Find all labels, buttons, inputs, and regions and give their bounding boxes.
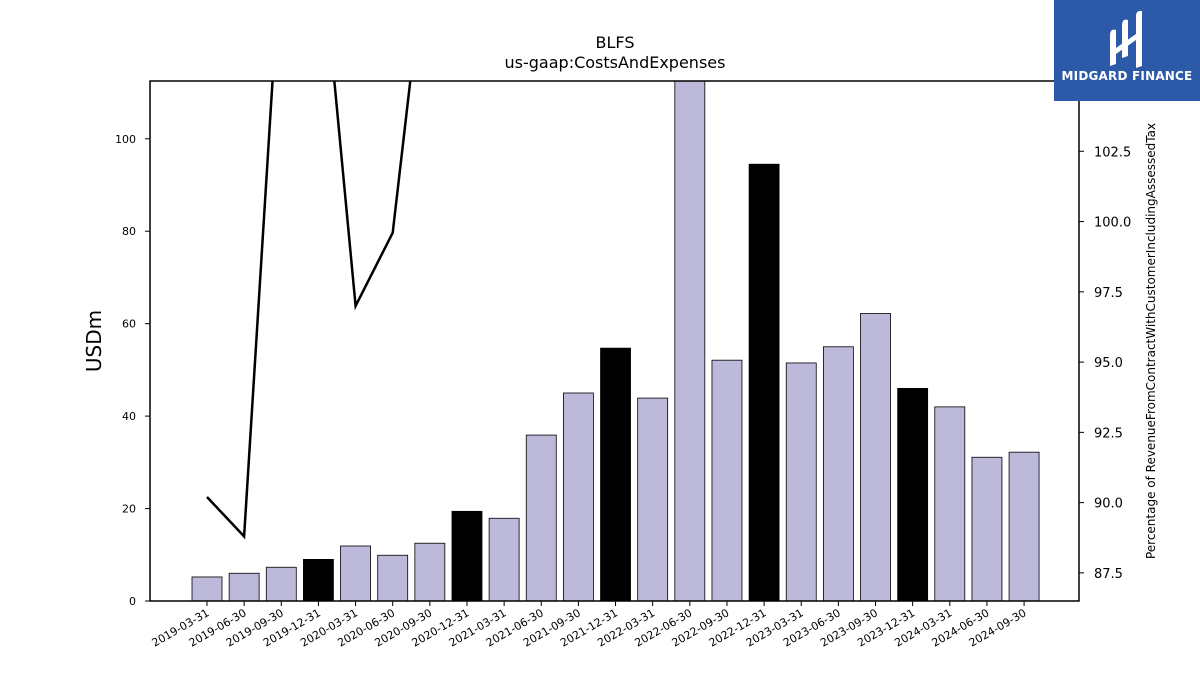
y-axis-label: USDm [82, 310, 106, 372]
bar-2019-12-31 [303, 559, 334, 602]
bar-2021-12-31 [600, 347, 631, 602]
y2-tick-label: 100.0 [1094, 216, 1131, 231]
y-tick-label: 0 [129, 595, 136, 608]
y-axis: 0 20 40 60 80 100 [115, 133, 150, 608]
y2-tick-label: 92.5 [1094, 426, 1123, 441]
bar-2022-06-30 [674, 80, 706, 602]
y2-tick-label: 97.5 [1094, 286, 1123, 301]
bar-2022-09-30 [711, 359, 743, 602]
y2-axis: 87.5 90.0 92.5 95.0 97.5 100.0 102.5 [1079, 145, 1131, 582]
y-tick-label: 60 [122, 318, 136, 331]
chart-title: BLFS [596, 33, 635, 52]
y-tick-label: 40 [122, 410, 136, 423]
bar-2021-06-30 [525, 434, 557, 602]
bar-2020-06-30 [377, 554, 409, 602]
bar-2019-09-30 [265, 566, 297, 602]
x-axis: 2019-03-312019-06-302019-09-302019-12-31… [150, 601, 1029, 650]
plot-frame [149, 80, 1080, 602]
logo-text: MIDGARD FINANCE [1061, 69, 1193, 83]
bar-series [191, 80, 1040, 602]
bar-2021-09-30 [563, 392, 594, 602]
y2-tick-label: 90.0 [1094, 497, 1123, 512]
bar-2024-06-30 [971, 456, 1003, 602]
bar-2023-06-30 [822, 346, 854, 602]
chart-subtitle: us-gaap:CostsAndExpenses [505, 53, 726, 72]
bar-2022-03-31 [637, 397, 669, 602]
bar-2022-12-31 [748, 163, 780, 602]
line-series [206, 81, 412, 540]
bar-2019-03-31 [191, 576, 223, 602]
bar-2019-06-30 [228, 572, 260, 602]
bar-2024-09-30 [1008, 451, 1040, 602]
y2-tick-label: 95.0 [1094, 356, 1123, 371]
bar-2020-03-31 [340, 545, 371, 602]
midgard-finance-logo: MIDGARD FINANCE [1054, 0, 1200, 101]
bar-2020-09-30 [414, 542, 446, 602]
percentage-line [206, 81, 412, 540]
y2-axis-label: Percentage of RevenueFromContractWithCus… [1144, 123, 1158, 559]
y2-tick-label: 87.5 [1094, 567, 1123, 582]
bar-2021-03-31 [488, 517, 520, 602]
logo-mark-icon [1110, 10, 1142, 68]
bar-2023-03-31 [785, 362, 817, 602]
y-tick-label: 80 [122, 225, 136, 238]
bar-2023-09-30 [860, 313, 891, 602]
bar-2023-12-31 [897, 387, 929, 602]
y-tick-label: 100 [115, 133, 136, 146]
bar-2024-03-31 [934, 406, 966, 602]
bar-2020-12-31 [451, 510, 483, 602]
y-tick-label: 20 [122, 503, 136, 516]
y2-tick-label: 102.5 [1094, 145, 1131, 160]
